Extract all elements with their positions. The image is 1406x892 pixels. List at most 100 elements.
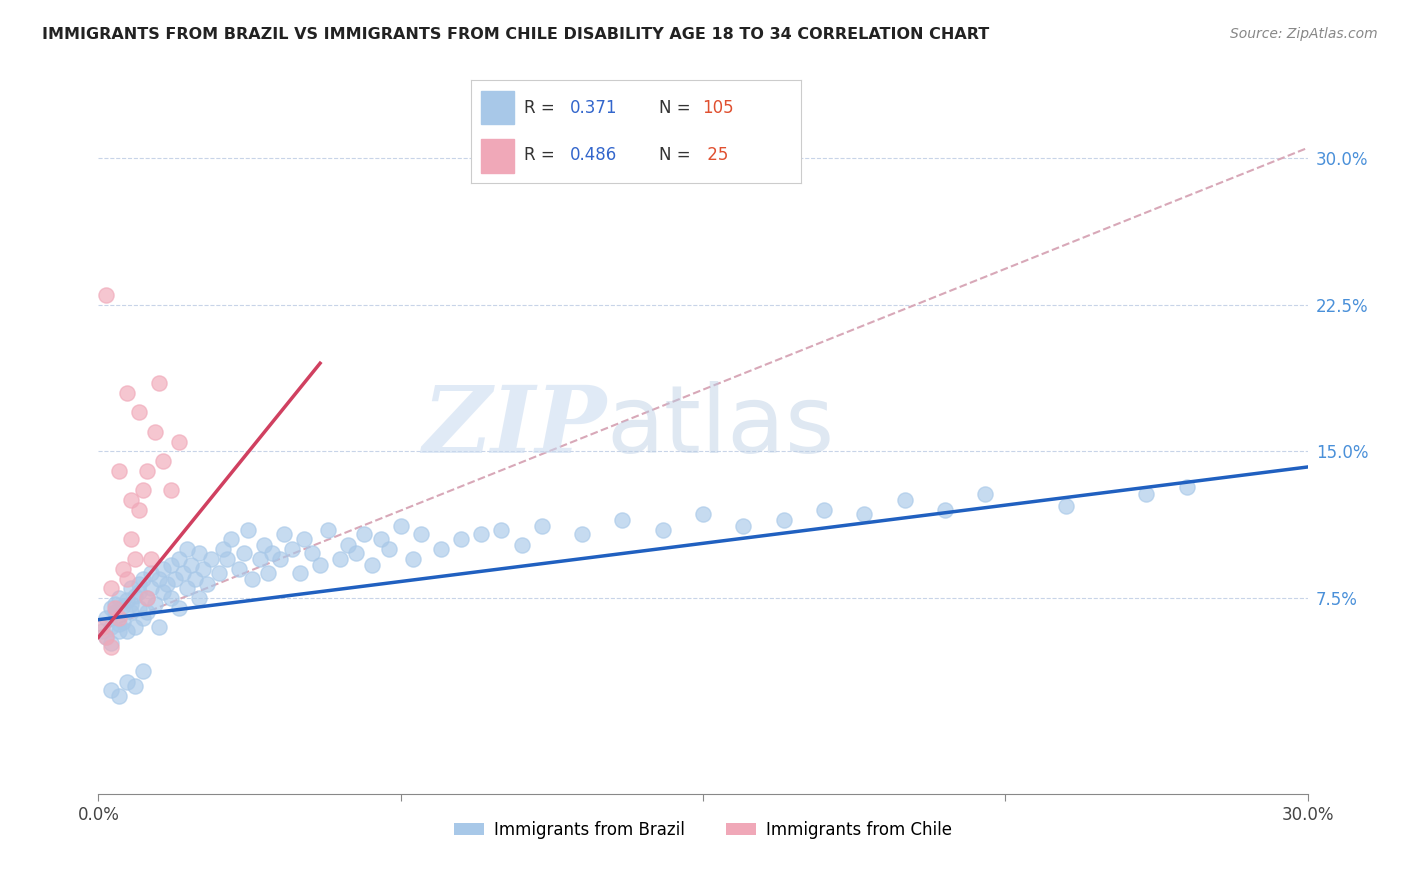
Point (115, 624, 138, 639)
Point (491, 523, 513, 537)
Point (176, 542, 198, 557)
Point (193, 562, 215, 576)
Point (107, 464, 129, 478)
Point (100, 620, 122, 634)
Point (772, 513, 794, 527)
Point (1175, 479, 1198, 493)
Text: R =: R = (524, 99, 560, 117)
Point (100, 582, 122, 596)
Point (128, 601, 150, 615)
Point (402, 552, 425, 566)
Point (115, 593, 138, 607)
Text: 105: 105 (703, 99, 734, 117)
Point (160, 591, 183, 606)
Point (269, 552, 291, 566)
Point (344, 546, 367, 560)
Text: R =: R = (524, 146, 560, 164)
Point (316, 523, 339, 537)
Point (301, 546, 323, 560)
Point (107, 611, 129, 625)
Point (1135, 487, 1157, 501)
Point (111, 615, 134, 629)
Text: IMMIGRANTS FROM BRAZIL VS IMMIGRANTS FROM CHILE DISABILITY AGE 18 TO 34 CORRELAT: IMMIGRANTS FROM BRAZIL VS IMMIGRANTS FRO… (42, 27, 990, 42)
Point (143, 597, 166, 611)
Point (172, 566, 194, 580)
Point (107, 624, 129, 639)
Point (128, 585, 150, 599)
Text: 0.371: 0.371 (571, 99, 617, 117)
Point (103, 605, 125, 619)
Point (91, 620, 114, 634)
Point (377, 542, 399, 557)
Point (96, 287, 118, 301)
Point (107, 616, 129, 631)
Point (236, 523, 259, 537)
Point (156, 577, 179, 591)
Point (208, 566, 231, 580)
Point (143, 425, 166, 439)
Point (571, 526, 593, 541)
Point (148, 572, 170, 586)
Point (253, 538, 276, 552)
Point (132, 664, 155, 678)
Point (152, 585, 174, 599)
Point (370, 533, 392, 547)
Legend: Immigrants from Brazil, Immigrants from Chile: Immigrants from Brazil, Immigrants from … (447, 814, 959, 846)
Point (180, 558, 202, 572)
Point (103, 597, 125, 611)
Point (148, 376, 170, 390)
Point (96, 630, 118, 644)
Point (128, 405, 150, 419)
Point (124, 620, 146, 634)
Point (135, 591, 157, 606)
Text: 25: 25 (703, 146, 728, 164)
Point (139, 552, 162, 566)
Point (612, 513, 634, 527)
Point (450, 533, 472, 547)
Point (510, 538, 533, 552)
Point (167, 434, 190, 449)
Point (167, 601, 190, 615)
Point (200, 552, 222, 566)
Point (107, 591, 129, 606)
Point (115, 572, 138, 586)
Point (120, 493, 142, 508)
Point (893, 493, 915, 508)
Point (124, 679, 146, 693)
Point (132, 611, 155, 625)
Point (195, 577, 218, 591)
Text: atlas: atlas (606, 382, 835, 474)
Point (221, 533, 243, 547)
Point (120, 605, 142, 619)
Point (120, 533, 142, 547)
Point (135, 591, 157, 606)
Point (281, 542, 304, 557)
Point (100, 636, 122, 650)
Point (139, 582, 162, 596)
Point (100, 683, 122, 698)
Point (184, 572, 207, 586)
Point (135, 464, 157, 478)
Point (128, 577, 150, 591)
Point (115, 675, 138, 690)
Point (132, 572, 155, 586)
Point (361, 558, 384, 572)
Point (120, 597, 142, 611)
Point (329, 552, 352, 566)
Point (115, 385, 138, 400)
Point (470, 526, 492, 541)
Point (228, 562, 250, 576)
Point (217, 552, 239, 566)
Bar (481, 91, 515, 124)
Text: N =: N = (659, 146, 696, 164)
Point (124, 589, 146, 603)
Point (409, 526, 432, 541)
Point (111, 562, 134, 576)
Point (256, 566, 278, 580)
Point (651, 523, 673, 537)
Point (188, 591, 211, 606)
Point (103, 601, 125, 615)
Text: Source: ZipAtlas.com: Source: ZipAtlas.com (1230, 27, 1378, 41)
Point (1054, 499, 1077, 513)
Text: 0.486: 0.486 (571, 146, 617, 164)
